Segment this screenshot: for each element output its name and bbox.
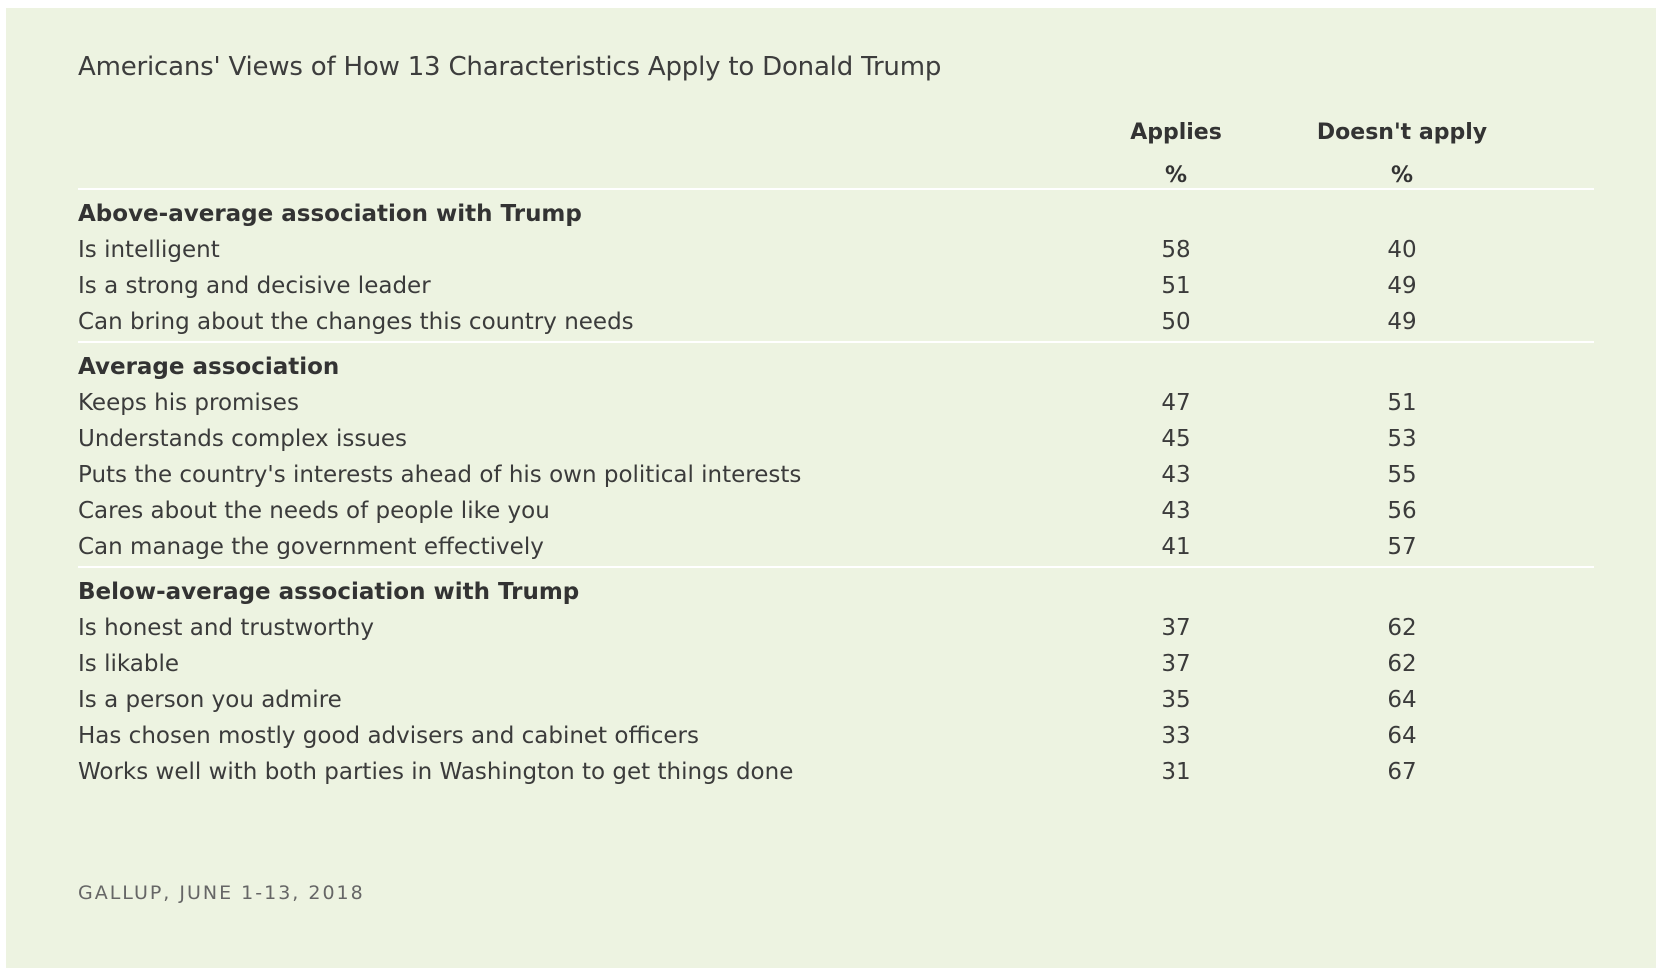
section-divider xyxy=(78,188,1594,190)
row-label: Can manage the government effectively xyxy=(78,534,544,560)
doesnt-apply-value: 62 xyxy=(1387,615,1417,641)
section-heading: Average association xyxy=(78,349,1594,385)
doesnt-apply-value: 49 xyxy=(1387,273,1417,299)
doesnt-apply-value: 55 xyxy=(1387,462,1417,488)
doesnt-apply-value: 40 xyxy=(1387,237,1417,263)
doesnt-apply-value: 49 xyxy=(1387,309,1417,335)
row-label: Is likable xyxy=(78,651,180,677)
table-row: Cares about the needs of people like you… xyxy=(78,493,1594,529)
table-row: Is honest and trustworthy 37 62 xyxy=(78,610,1594,646)
row-label: Can bring about the changes this country… xyxy=(78,309,634,335)
source-note: GALLUP, JUNE 1-13, 2018 xyxy=(78,882,365,904)
doesnt-apply-value: 64 xyxy=(1387,723,1417,749)
row-label: Keeps his promises xyxy=(78,390,299,416)
applies-value: 35 xyxy=(1161,687,1191,713)
applies-value: 50 xyxy=(1161,309,1191,335)
doesnt-apply-value: 67 xyxy=(1387,759,1417,785)
table-row: Can manage the government effectively 41 5… xyxy=(78,529,1594,565)
table-row: Can bring about the changes this country… xyxy=(78,304,1594,340)
row-label: Understands complex issues xyxy=(78,426,408,452)
section-heading-label: Below-average association with Trump xyxy=(78,579,580,605)
column-unit-applies: % xyxy=(1164,163,1188,188)
table-row: Is intelligent 58 40 xyxy=(78,232,1594,268)
applies-value: 45 xyxy=(1161,426,1191,452)
row-label: Cares about the needs of people like you xyxy=(78,498,550,524)
applies-value: 43 xyxy=(1161,462,1191,488)
applies-value: 41 xyxy=(1161,534,1191,560)
applies-value: 51 xyxy=(1161,273,1191,299)
row-label: Is intelligent xyxy=(78,237,220,263)
row-label: Puts the country's interests ahead of hi… xyxy=(78,462,802,488)
row-label: Is a person you admire xyxy=(78,687,342,713)
applies-value: 47 xyxy=(1161,390,1191,416)
row-label: Works well with both parties in Washingt… xyxy=(78,759,794,785)
row-label: Is a strong and decisive leader xyxy=(78,273,431,299)
table-row: Understands complex issues 45 53 xyxy=(78,421,1594,457)
column-header-doesnt-apply: Doesn't apply xyxy=(1316,120,1488,145)
chart-title: Americans' Views of How 13 Characteristi… xyxy=(78,52,942,82)
row-label: Has chosen mostly good advisers and cabi… xyxy=(78,723,699,749)
applies-value: 58 xyxy=(1161,237,1191,263)
row-label: Is honest and trustworthy xyxy=(78,615,374,641)
table-row: Works well with both parties in Washingt… xyxy=(78,754,1594,790)
applies-value: 37 xyxy=(1161,615,1191,641)
table-row: Is likable 37 62 xyxy=(78,646,1594,682)
doesnt-apply-value: 53 xyxy=(1387,426,1417,452)
doesnt-apply-value: 57 xyxy=(1387,534,1417,560)
table-row: Keeps his promises 47 51 xyxy=(78,385,1594,421)
column-header-applies: Applies xyxy=(1130,120,1222,145)
doesnt-apply-value: 56 xyxy=(1387,498,1417,524)
section-heading-label: Average association xyxy=(78,354,340,380)
doesnt-apply-value: 62 xyxy=(1387,651,1417,677)
applies-value: 31 xyxy=(1161,759,1191,785)
doesnt-apply-value: 51 xyxy=(1387,390,1417,416)
doesnt-apply-value: 64 xyxy=(1387,687,1417,713)
chart-panel: Americans' Views of How 13 Characteristi… xyxy=(6,8,1656,968)
applies-value: 37 xyxy=(1161,651,1191,677)
table-row: Has chosen mostly good advisers and cabi… xyxy=(78,718,1594,754)
applies-value: 43 xyxy=(1161,498,1191,524)
column-unit-doesnt-apply: % xyxy=(1390,163,1414,188)
table-row: Puts the country's interests ahead of hi… xyxy=(78,457,1594,493)
table-row: Is a strong and decisive leader 51 49 xyxy=(78,268,1594,304)
section-divider xyxy=(78,341,1594,343)
section-heading-label: Above-average association with Trump xyxy=(78,201,582,227)
section-heading: Above-average association with Trump xyxy=(78,196,1594,232)
section-divider xyxy=(78,566,1594,568)
table-row: Is a person you admire 35 64 xyxy=(78,682,1594,718)
section-heading: Below-average association with Trump xyxy=(78,574,1594,610)
applies-value: 33 xyxy=(1161,723,1191,749)
